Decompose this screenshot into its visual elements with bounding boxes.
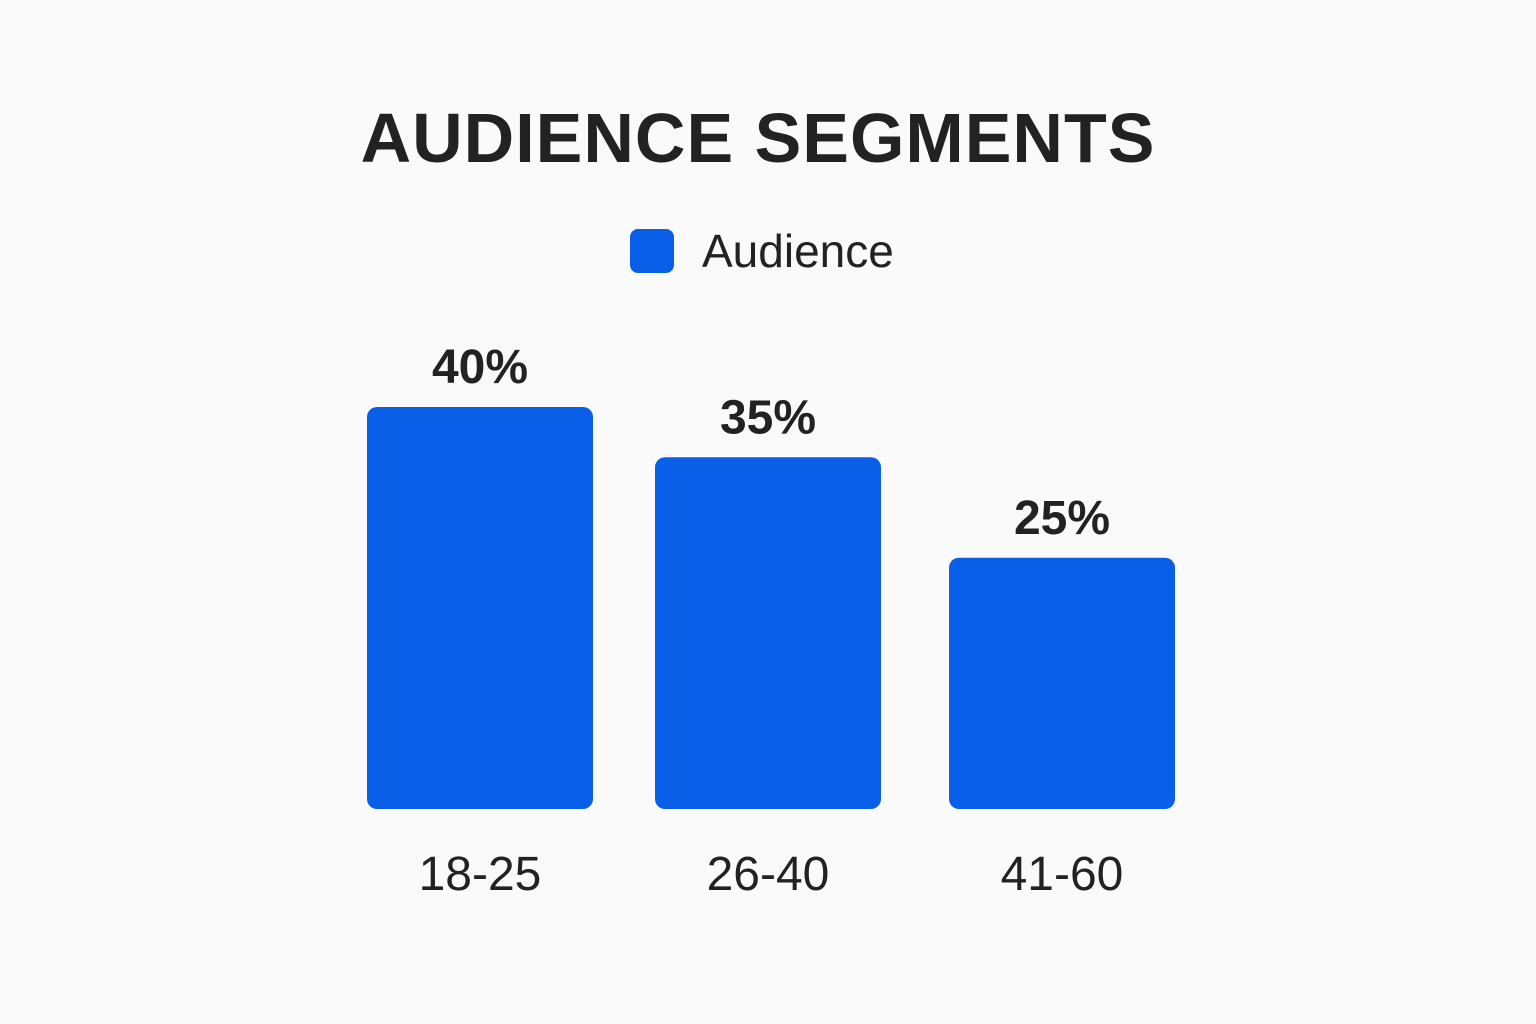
value-label-18-25: 40% [432,341,528,394]
legend-label-audience: Audience [702,225,894,277]
bar-26-40 [655,457,881,809]
legend: Audience [630,225,894,277]
value-label-41-60: 25% [1014,492,1110,545]
bar-41-60 [949,557,1175,809]
chart-title: AUDIENCE SEGMENTS [360,99,1156,177]
legend-swatch-audience [630,229,674,273]
bar-18-25 [367,407,593,809]
category-label-41-60: 41-60 [1001,848,1124,901]
category-label-26-40: 26-40 [707,848,830,901]
value-label-26-40: 35% [720,391,816,444]
category-label-18-25: 18-25 [419,848,542,901]
